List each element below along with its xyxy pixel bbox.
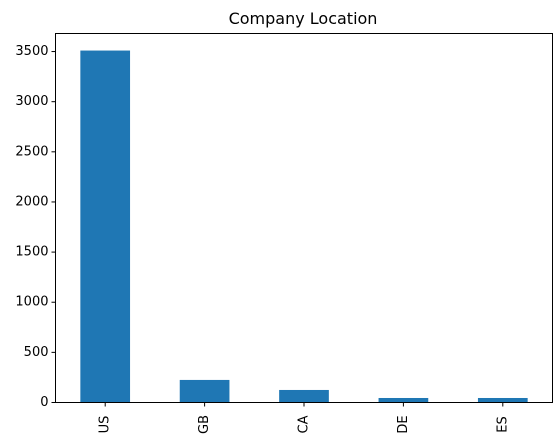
bar-us	[80, 51, 130, 403]
y-tick-label: 1000	[15, 295, 48, 310]
x-tick-label: DE	[396, 415, 411, 433]
bar-de	[379, 398, 429, 403]
y-tick-label: 2500	[15, 144, 48, 159]
x-tick-label: CA	[297, 415, 312, 433]
y-tick-label: 500	[24, 345, 49, 360]
x-tick-label: US	[98, 416, 113, 434]
y-axis: 0 500 1000 1500 2000 2500 3000 3500	[15, 44, 55, 410]
x-tick-label: ES	[495, 416, 510, 432]
bars-group	[80, 51, 527, 403]
bar-es	[478, 398, 528, 403]
y-tick-label: 2000	[15, 194, 48, 209]
bar-ca	[279, 390, 329, 403]
y-tick-label: 1500	[15, 245, 48, 260]
bar-gb	[180, 380, 230, 403]
x-tick-label: GB	[197, 415, 212, 434]
y-tick-label: 3500	[15, 44, 48, 59]
chart-title: Company Location	[229, 9, 378, 28]
y-tick-label: 3000	[15, 94, 48, 109]
x-axis: US GB CA DE ES	[98, 403, 511, 435]
y-tick-label: 0	[40, 395, 48, 410]
